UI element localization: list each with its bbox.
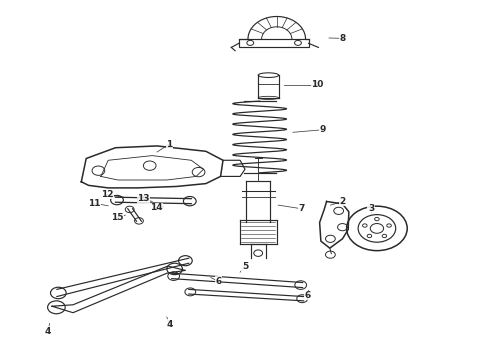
- Text: 8: 8: [340, 34, 346, 43]
- Text: 10: 10: [311, 80, 323, 89]
- Text: 7: 7: [298, 204, 304, 213]
- Text: 6: 6: [304, 291, 311, 300]
- Text: 12: 12: [101, 190, 114, 199]
- Text: 3: 3: [368, 204, 374, 213]
- Text: 1: 1: [166, 140, 172, 149]
- Text: 15: 15: [111, 213, 123, 222]
- Text: 11: 11: [88, 199, 101, 208]
- Text: 2: 2: [340, 197, 346, 206]
- Text: 4: 4: [45, 327, 51, 336]
- Text: 14: 14: [150, 203, 162, 212]
- Text: 9: 9: [319, 125, 325, 134]
- Text: 5: 5: [242, 262, 248, 271]
- Text: 4: 4: [166, 320, 172, 329]
- Text: 13: 13: [137, 194, 149, 203]
- Text: 6: 6: [215, 276, 221, 285]
